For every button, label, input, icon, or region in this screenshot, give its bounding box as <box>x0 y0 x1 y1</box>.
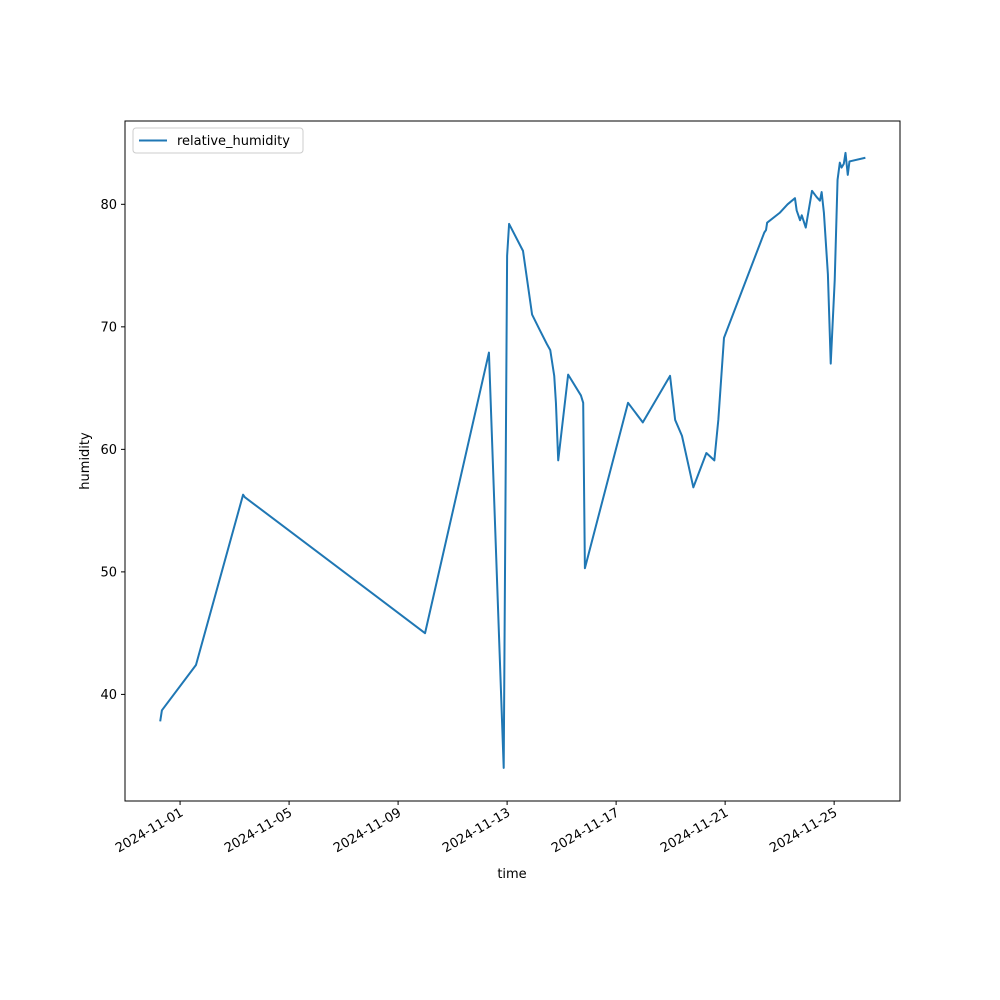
x-tick-label: 2024-11-17 <box>549 805 622 856</box>
legend: relative_humidity <box>132 127 304 154</box>
x-axis-label: time <box>497 867 526 882</box>
x-tick-label: 2024-11-25 <box>767 805 840 856</box>
y-tick-label: 40 <box>100 688 117 703</box>
y-tick-label: 60 <box>100 443 117 458</box>
x-tick-label: 2024-11-05 <box>222 805 295 856</box>
y-tick-label: 50 <box>100 565 117 580</box>
y-tick-label: 80 <box>100 198 117 213</box>
legend-frame <box>132 127 304 154</box>
y-axis-label: humidity <box>78 432 93 490</box>
x-tick-label: 2024-11-01 <box>113 805 186 856</box>
plot-frame <box>124 120 901 802</box>
line <box>159 151 866 769</box>
y-tick-label: 70 <box>100 320 117 335</box>
legend-label: relative_humidity <box>177 134 290 149</box>
x-tick-label: 2024-11-09 <box>331 805 404 856</box>
x-tick-label: 2024-11-21 <box>658 805 731 856</box>
x-tick-label: 2024-11-13 <box>440 805 513 856</box>
